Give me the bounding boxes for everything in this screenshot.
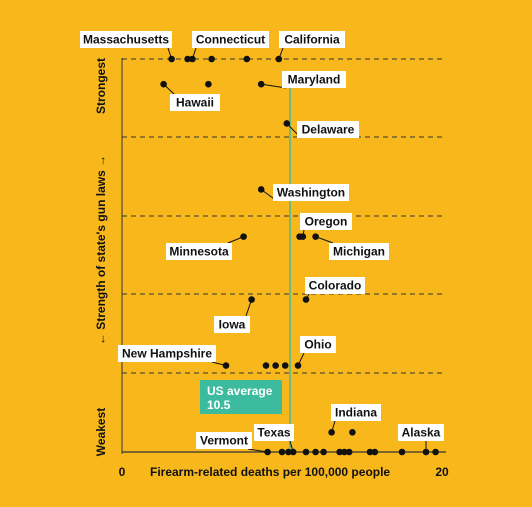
label-connecticut: Connecticut <box>196 33 265 47</box>
leader-line-oregon <box>302 229 305 237</box>
leader-line-connecticut <box>191 47 197 60</box>
label-box-michigan <box>329 243 389 260</box>
label-box-indiana <box>331 404 381 421</box>
label-ohio: Ohio <box>304 338 331 352</box>
x-tick-20: 20 <box>435 465 449 479</box>
data-point-29 <box>336 448 343 456</box>
x-axis-label: Firearm-related deaths per 100,000 peopl… <box>150 465 390 479</box>
label-box-oregon <box>300 213 352 230</box>
data-point-20 <box>281 362 289 369</box>
label-texas: Texas <box>257 426 290 440</box>
data-point-26 <box>302 448 310 456</box>
leader-line-massachusetts <box>167 47 173 60</box>
label-box-alaska <box>398 424 444 441</box>
label-maryland: Maryland <box>288 73 341 87</box>
label-box-minnesota <box>166 243 232 260</box>
label-hawaii: Hawaii <box>176 96 214 110</box>
label-box-california <box>279 31 345 48</box>
label-oregon: Oregon <box>305 215 348 229</box>
tier-label-strongest: Strongest <box>94 58 108 114</box>
label-box-delaware <box>297 121 359 138</box>
data-point-7 <box>205 80 212 88</box>
label-box-connecticut <box>192 31 269 48</box>
label-colorado: Colorado <box>309 279 362 293</box>
data-point-28 <box>320 448 327 456</box>
data-point-33 <box>371 448 379 456</box>
dot-layer <box>160 55 439 456</box>
data-point-1 <box>184 55 191 63</box>
label-vermont: Vermont <box>200 434 248 448</box>
label-box-vermont <box>196 432 252 449</box>
data-point-21 <box>294 362 302 369</box>
label-new-hampshire: New Hampshire <box>122 347 212 361</box>
label-box-iowa <box>214 316 250 333</box>
label-box-new-hampshire <box>118 345 216 362</box>
label-massachusetts: Massachusetts <box>83 33 169 47</box>
leader-line-michigan <box>315 236 334 244</box>
data-point-32 <box>366 448 374 456</box>
leader-line-maryland <box>261 83 287 89</box>
leader-line-ohio <box>297 352 305 366</box>
us-average-label: US average <box>207 384 273 398</box>
us-average-value: 10.5 <box>207 398 231 412</box>
label-box-colorado <box>305 277 365 294</box>
label-box-hawaii <box>170 94 220 111</box>
label-layer: Massachusetts Connecticut California Hawaii… <box>80 31 444 453</box>
us-average-box <box>200 380 282 414</box>
label-washington: Washington <box>277 186 345 200</box>
leader-line-iowa <box>245 299 253 317</box>
y-axis-label: ← Strength of state's gun laws → <box>94 155 108 345</box>
label-box-maryland <box>282 71 346 88</box>
label-indiana: Indiana <box>335 406 377 420</box>
tier-label-weakest: Weakest <box>94 408 108 456</box>
data-point-4 <box>243 55 251 63</box>
leader-line-indiana <box>331 420 336 433</box>
label-box-texas <box>254 424 294 441</box>
data-point-18 <box>262 362 270 369</box>
data-point-38 <box>349 429 356 436</box>
data-point-30 <box>341 448 348 456</box>
label-box-ohio <box>300 336 336 353</box>
data-point-8 <box>257 80 265 88</box>
data-point-36 <box>432 448 439 456</box>
data-point-17 <box>222 362 230 369</box>
data-point-22 <box>264 448 271 456</box>
data-point-31 <box>345 448 353 456</box>
leader-line-new-hampshire <box>211 361 227 367</box>
data-point-3 <box>208 55 215 63</box>
leader-line-hawaii <box>163 83 175 95</box>
data-point-37 <box>328 429 335 436</box>
data-point-27 <box>312 448 319 456</box>
data-point-34 <box>398 448 406 456</box>
leader-line-texas <box>289 440 294 453</box>
data-point-19 <box>272 362 279 369</box>
x-tick-0: 0 <box>119 465 126 479</box>
label-california: California <box>284 33 340 47</box>
label-alaska: Alaska <box>402 426 441 440</box>
data-point-23 <box>278 448 286 456</box>
label-box-washington <box>273 184 349 201</box>
label-delaware: Delaware <box>302 123 355 137</box>
data-point-24 <box>285 448 292 456</box>
leader-line-minnesota <box>227 236 244 244</box>
label-box-massachusetts <box>80 31 172 48</box>
leader-line-california <box>278 47 284 60</box>
leader-line-colorado <box>305 293 310 300</box>
leader-line-vermont <box>247 448 268 453</box>
label-minnesota: Minnesota <box>169 245 229 259</box>
label-iowa: Iowa <box>219 318 246 332</box>
label-michigan: Michigan <box>333 245 385 259</box>
